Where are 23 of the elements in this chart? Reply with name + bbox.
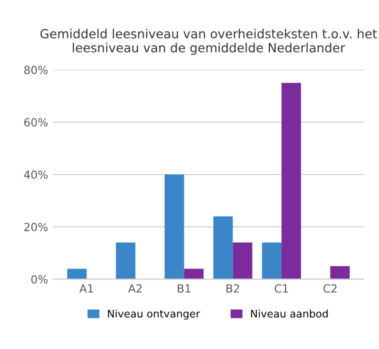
x-tick-label: B1 bbox=[178, 284, 190, 293]
x-tick-label: C2 bbox=[323, 284, 337, 293]
bar bbox=[164, 174, 184, 280]
y-tick-label: 60% bbox=[24, 118, 48, 127]
chart-title: Gemiddeld leesniveau van overheidsteksten t.o.v. het leesniveau van de gemiddelde Nederlander bbox=[40, 28, 377, 55]
bar bbox=[330, 266, 350, 280]
x-tick-label: A1 bbox=[79, 284, 93, 293]
bar bbox=[184, 268, 204, 280]
x-tick-label: A2 bbox=[128, 284, 142, 293]
bar bbox=[232, 242, 252, 280]
bar bbox=[116, 242, 136, 280]
y-tick-label: 20% bbox=[24, 222, 48, 232]
y-tick-label: 40% bbox=[24, 170, 48, 179]
legend-label: Niveau ontvanger bbox=[108, 310, 200, 320]
bar bbox=[282, 82, 301, 280]
bar bbox=[213, 216, 233, 280]
x-tick-label: C1 bbox=[274, 284, 288, 293]
bar bbox=[262, 242, 282, 280]
bar bbox=[67, 268, 87, 280]
y-tick-label: 0% bbox=[31, 275, 48, 284]
x-tick-label: B2 bbox=[226, 284, 240, 293]
y-tick-label: 80% bbox=[24, 66, 48, 74]
legend-label: Niveau aanbod bbox=[251, 310, 328, 318]
